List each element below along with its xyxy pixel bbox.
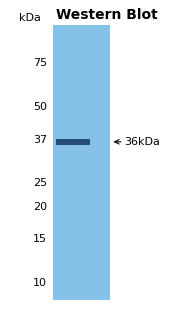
Text: 36kDa: 36kDa (125, 137, 161, 147)
Text: kDa: kDa (19, 13, 40, 23)
Text: Western Blot: Western Blot (56, 8, 158, 22)
